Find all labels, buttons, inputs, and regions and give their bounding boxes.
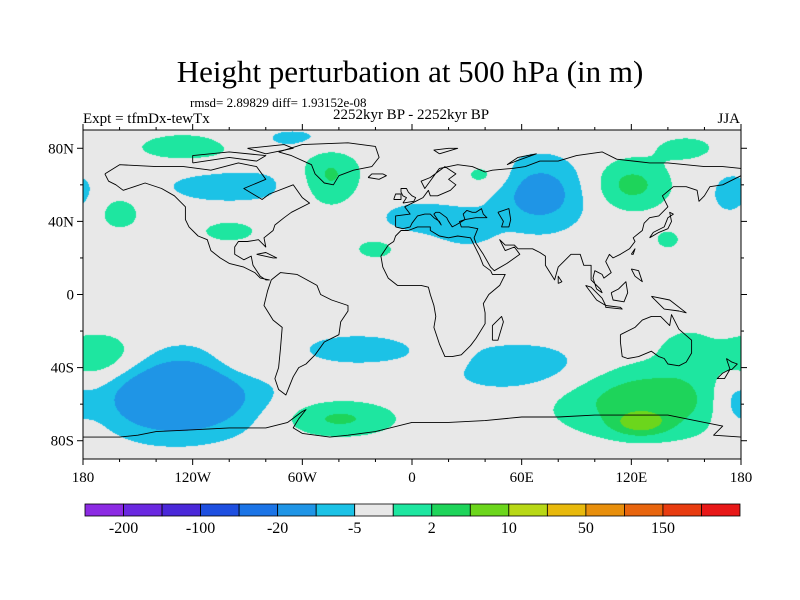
colorbar-swatch xyxy=(469,503,510,517)
experiment-label: Expt = tfmDx-tewTx xyxy=(83,111,210,127)
colorbar-swatch xyxy=(200,503,240,517)
coastline xyxy=(256,252,278,259)
x-tick-label: 120E xyxy=(615,470,647,486)
coastline xyxy=(716,368,731,380)
coastline xyxy=(278,142,380,186)
coastline xyxy=(725,358,738,370)
coastline xyxy=(557,275,563,284)
coastline xyxy=(585,284,607,306)
colorbar-label: -5 xyxy=(348,520,361,537)
coastline xyxy=(104,162,311,281)
colorbar-swatch xyxy=(84,503,124,517)
colorbar-swatch xyxy=(585,503,625,517)
colorbar-label: 50 xyxy=(578,520,594,537)
x-tick-label: 60E xyxy=(510,470,534,486)
x-tick-label: 180 xyxy=(72,470,95,486)
coastlines xyxy=(83,142,742,438)
colorbar-label: 10 xyxy=(501,520,517,537)
x-axis: 180 120W 60W 0 60E 120E 180 xyxy=(72,124,753,486)
colorbar-swatch xyxy=(277,503,317,517)
coastline xyxy=(610,281,629,303)
coastline xyxy=(605,305,623,310)
coastline xyxy=(247,144,294,155)
colorbar-swatch xyxy=(161,503,201,517)
colorbar-swatch xyxy=(354,503,394,517)
colorbar-swatch xyxy=(123,503,163,517)
coastline xyxy=(491,315,504,341)
colorbar-swatch xyxy=(392,503,433,517)
coastline xyxy=(263,272,349,396)
coastline xyxy=(630,248,636,255)
x-tick-label: 60W xyxy=(288,470,318,486)
colorbar-swatch xyxy=(431,503,471,517)
x-tick-label: 120W xyxy=(174,470,212,486)
colorbar-label: -200 xyxy=(109,520,138,537)
coastline xyxy=(649,211,674,239)
coastline xyxy=(380,226,506,358)
y-tick-label: 0 xyxy=(67,288,75,304)
colorbar-label: 150 xyxy=(651,520,675,537)
colorbar-swatch xyxy=(662,503,702,517)
coastline xyxy=(630,268,643,283)
coastline xyxy=(619,314,693,367)
period-label: 2252kyr BP - 2252kyr BP xyxy=(333,107,489,123)
y-axis: 80N 40N 0 40S 80S xyxy=(48,141,747,450)
coastline xyxy=(393,193,402,200)
y-tick-label: 40N xyxy=(48,214,74,230)
colorbar-swatch xyxy=(546,503,587,517)
colorbar-label: 2 xyxy=(428,520,436,537)
coastline xyxy=(395,151,742,294)
colorbar-swatch xyxy=(624,503,664,517)
coastline xyxy=(433,147,459,155)
colorbar-swatch xyxy=(238,503,279,517)
y-tick-label: 80N xyxy=(48,141,74,157)
colorbar-swatch xyxy=(315,503,356,517)
chart-title: Height perturbation at 500 hPa (in m) xyxy=(177,54,644,89)
coastline xyxy=(83,409,742,438)
colorbar: -200 -100 -20 -5 2 10 50 150 xyxy=(84,503,741,537)
stats-text: rmsd= 2.89829 diff= 1.93152e-08 xyxy=(190,95,367,110)
season-label: JJA xyxy=(717,111,740,127)
coastline xyxy=(192,151,267,164)
x-tick-label: 0 xyxy=(408,470,416,486)
coastline xyxy=(367,173,387,180)
colorbar-swatch xyxy=(701,503,741,517)
colorbar-label: -20 xyxy=(267,520,288,537)
colorbar-label: -100 xyxy=(186,520,215,537)
y-tick-label: 40S xyxy=(51,361,74,377)
coastline xyxy=(400,188,417,204)
colorbar-swatch xyxy=(508,503,548,517)
x-tick-label: 180 xyxy=(730,470,753,486)
coastline xyxy=(506,153,537,166)
coastline xyxy=(651,295,687,314)
coastline xyxy=(497,208,512,228)
height-perturbation-field xyxy=(83,130,741,459)
y-tick-label: 80S xyxy=(51,434,74,450)
